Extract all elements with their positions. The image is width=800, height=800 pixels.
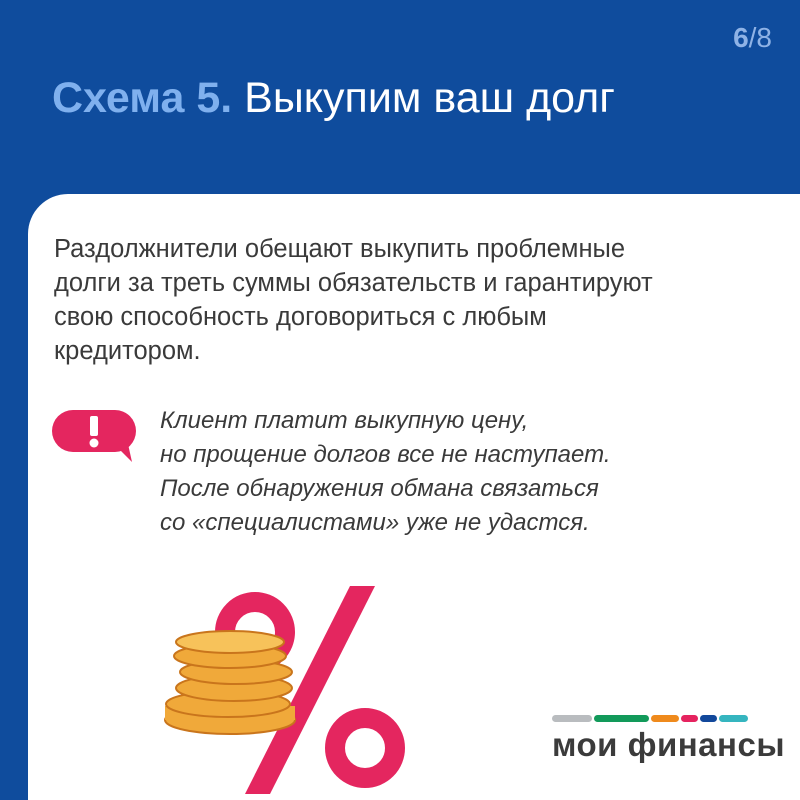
intro-text: Раздолжнители обещают выкупить проблемны…	[54, 232, 774, 368]
title-highlight: Схема 5.	[52, 74, 233, 122]
logo-bar-segment	[594, 715, 649, 722]
illustration	[164, 586, 405, 794]
warning-line: но прощение долгов все не наступает.	[160, 441, 611, 468]
logo-bar-segment	[651, 715, 679, 722]
content-card	[28, 194, 800, 800]
intro-line: долги за треть суммы обязательств и гара…	[54, 269, 653, 297]
logo-text: мои финансы	[552, 726, 786, 763]
title-rest: Выкупим ваш долг	[232, 74, 615, 122]
page-total: /8	[748, 22, 772, 53]
intro-line: свою способность договориться с любым	[54, 303, 547, 331]
warning-line: После обнаружения обмана связаться	[160, 475, 599, 502]
warning-line: со «специалистами» уже не удастся.	[160, 509, 590, 536]
page-counter: 6/8	[733, 22, 772, 54]
intro-line: Раздолжнители обещают выкупить проблемны…	[54, 235, 626, 263]
logo-bar-segment	[700, 715, 717, 722]
logo-bar-segment	[681, 715, 698, 722]
logo-bar-segment	[552, 715, 592, 722]
page-title: Схема 5. Выкупим ваш долг	[52, 74, 615, 123]
warning-line: Клиент платит выкупную цену,	[160, 407, 529, 434]
coin-stack-icon	[164, 630, 296, 735]
page-current: 6	[733, 22, 749, 53]
warning-text: Клиент платит выкупную цену, но прощение…	[160, 404, 610, 540]
logo-bar-segment	[719, 715, 748, 722]
intro-line: кредитором.	[54, 337, 201, 365]
exclamation-speech-bubble-icon	[52, 410, 136, 462]
